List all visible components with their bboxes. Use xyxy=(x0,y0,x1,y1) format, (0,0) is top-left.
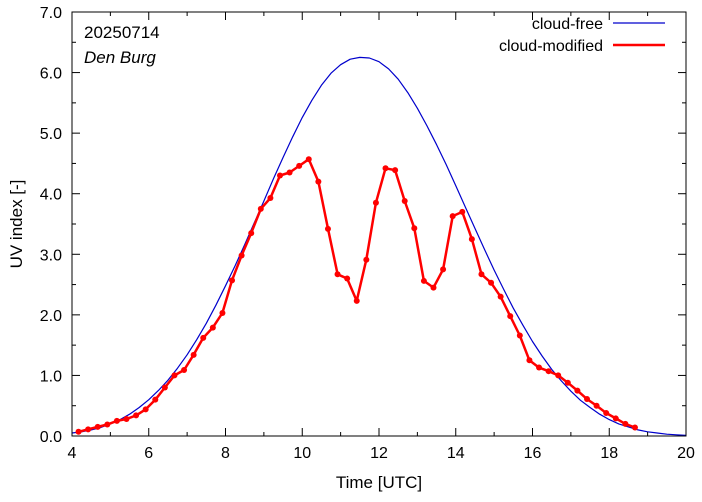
data-point-cloud-modified xyxy=(593,402,600,409)
legend-label-cloud-free: cloud-free xyxy=(532,16,603,33)
data-point-cloud-modified xyxy=(324,225,331,232)
data-point-cloud-modified xyxy=(248,230,255,237)
data-point-cloud-modified xyxy=(334,271,341,278)
data-point-cloud-modified xyxy=(181,366,188,373)
data-point-cloud-modified xyxy=(411,225,418,232)
y-tick-label: 4.0 xyxy=(40,187,62,204)
x-tick-label: 16 xyxy=(524,445,542,462)
data-point-cloud-modified xyxy=(583,396,590,403)
data-point-cloud-modified xyxy=(603,409,610,416)
data-point-cloud-modified xyxy=(555,372,562,379)
x-tick-label: 12 xyxy=(370,445,388,462)
data-point-cloud-modified xyxy=(171,372,178,379)
data-point-cloud-modified xyxy=(478,271,485,278)
data-point-cloud-modified xyxy=(420,277,427,284)
data-point-cloud-modified xyxy=(507,313,514,320)
x-axis-label: Time [UTC] xyxy=(336,473,422,492)
data-point-cloud-modified xyxy=(75,428,82,435)
data-point-cloud-modified xyxy=(363,256,370,263)
data-point-cloud-modified xyxy=(612,415,619,422)
data-point-cloud-modified xyxy=(564,379,571,386)
data-point-cloud-modified xyxy=(353,297,360,304)
data-point-cloud-modified xyxy=(382,165,389,172)
data-point-cloud-modified xyxy=(94,423,101,430)
x-tick-label: 20 xyxy=(677,445,695,462)
plot-frame xyxy=(71,11,687,437)
data-point-cloud-modified xyxy=(631,424,638,431)
data-point-cloud-modified xyxy=(430,284,437,291)
series-line-cloud-modified xyxy=(78,157,636,434)
data-point-cloud-modified xyxy=(344,275,351,282)
data-point-cloud-modified xyxy=(113,417,120,424)
data-point-cloud-modified xyxy=(267,194,274,201)
data-point-cloud-modified xyxy=(315,178,322,185)
x-tick-label: 14 xyxy=(447,445,465,462)
data-point-cloud-modified xyxy=(104,421,111,428)
ticks-layer: 4 6 8 10 12 14 16 18 20 0.0 1.0 2.0 3.0 4.0 5.0 6.0 7.0 xyxy=(40,5,695,462)
data-point-cloud-modified xyxy=(526,357,533,364)
x-tick-label: 6 xyxy=(144,445,153,462)
data-point-cloud-modified xyxy=(286,169,293,176)
legend: cloud-free cloud-modified xyxy=(499,16,665,55)
data-point-cloud-modified xyxy=(622,420,629,427)
data-point-cloud-modified xyxy=(440,266,447,273)
y-axis-label: UV index [-] xyxy=(7,180,26,269)
data-point-cloud-modified xyxy=(497,293,504,300)
data-point-cloud-modified xyxy=(219,310,226,317)
date-annotation: 20250714 xyxy=(84,23,160,42)
data-point-cloud-modified xyxy=(449,213,456,220)
data-point-cloud-modified xyxy=(123,416,130,423)
data-point-cloud-modified xyxy=(372,199,379,206)
y-tick-label: 7.0 xyxy=(40,5,62,22)
data-point-cloud-modified xyxy=(142,406,149,413)
y-tick-label: 2.0 xyxy=(40,308,62,325)
data-point-cloud-modified xyxy=(392,167,399,174)
y-tick-label: 0.0 xyxy=(40,429,62,446)
data-point-cloud-modified xyxy=(468,236,475,243)
data-point-cloud-modified xyxy=(152,396,159,403)
data-point-cloud-modified xyxy=(305,156,312,163)
y-tick-label: 5.0 xyxy=(40,126,62,143)
data-point-cloud-modified xyxy=(459,208,466,215)
y-tick-label: 1.0 xyxy=(40,368,62,385)
legend-label-cloud-modified: cloud-modified xyxy=(499,38,603,55)
data-point-cloud-modified xyxy=(536,364,543,371)
location-annotation: Den Burg xyxy=(84,48,156,67)
data-point-cloud-modified xyxy=(200,334,207,341)
x-tick-label: 8 xyxy=(221,445,230,462)
data-point-cloud-modified xyxy=(276,172,283,179)
data-point-cloud-modified xyxy=(133,412,140,419)
data-point-cloud-modified xyxy=(296,162,303,169)
data-point-cloud-modified xyxy=(161,384,168,391)
x-tick-label: 18 xyxy=(600,445,618,462)
x-tick-label: 4 xyxy=(68,445,77,462)
data-point-cloud-modified xyxy=(574,387,581,394)
y-tick-label: 6.0 xyxy=(40,66,62,83)
data-point-cloud-modified xyxy=(209,324,216,331)
series-line-cloud-free xyxy=(71,56,687,436)
data-point-cloud-modified xyxy=(229,277,236,284)
data-point-cloud-modified xyxy=(85,426,92,433)
data-point-cloud-modified xyxy=(257,205,264,212)
data-point-cloud-modified xyxy=(190,351,197,358)
x-tick-label: 10 xyxy=(293,445,311,462)
data-point-cloud-modified xyxy=(401,197,408,204)
data-point-cloud-modified xyxy=(238,252,245,259)
y-tick-label: 3.0 xyxy=(40,247,62,264)
data-point-cloud-modified xyxy=(488,279,495,286)
series-layer xyxy=(71,56,687,436)
data-point-cloud-modified xyxy=(545,368,552,375)
data-point-cloud-modified xyxy=(516,332,523,339)
